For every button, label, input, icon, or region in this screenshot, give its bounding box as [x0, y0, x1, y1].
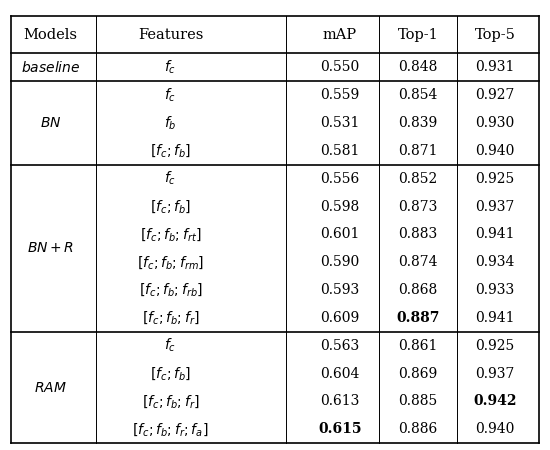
Text: Models: Models [24, 27, 78, 41]
Text: $f_c$: $f_c$ [164, 58, 177, 76]
Text: 0.925: 0.925 [475, 339, 515, 353]
Text: 0.941: 0.941 [475, 227, 515, 241]
Text: 0.852: 0.852 [398, 171, 438, 186]
Text: $[f_c; f_b; f_{rm}]$: $[f_c; f_b; f_{rm}]$ [137, 254, 204, 270]
Text: 0.531: 0.531 [320, 116, 360, 130]
Text: Top-1: Top-1 [398, 27, 438, 41]
Text: $\mathit{BN+R}$: $\mathit{BN+R}$ [27, 241, 74, 255]
Text: $[f_c; f_b; f_r]$: $[f_c; f_b; f_r]$ [141, 393, 200, 410]
Text: mAP: mAP [323, 27, 357, 41]
Text: 0.886: 0.886 [398, 422, 438, 436]
Text: 0.593: 0.593 [320, 283, 360, 297]
Text: 0.942: 0.942 [473, 395, 517, 409]
Text: 0.933: 0.933 [475, 283, 515, 297]
Text: 0.937: 0.937 [475, 367, 515, 381]
Text: 0.927: 0.927 [475, 88, 515, 102]
Text: $[f_c; f_b]$: $[f_c; f_b]$ [150, 142, 191, 159]
Text: 0.869: 0.869 [398, 367, 438, 381]
Text: 0.861: 0.861 [398, 339, 438, 353]
Text: $f_c$: $f_c$ [164, 337, 177, 355]
Text: $[f_c; f_b]$: $[f_c; f_b]$ [150, 365, 191, 382]
Text: 0.563: 0.563 [320, 339, 360, 353]
Text: 0.934: 0.934 [475, 255, 515, 269]
Text: 0.839: 0.839 [398, 116, 438, 130]
Text: 0.868: 0.868 [398, 283, 438, 297]
Text: Top-5: Top-5 [475, 27, 515, 41]
Text: $[f_c; f_b; f_{rb}]$: $[f_c; f_b; f_{rb}]$ [139, 282, 202, 298]
Text: 0.848: 0.848 [398, 60, 438, 74]
Text: $\mathit{RAM}$: $\mathit{RAM}$ [34, 381, 67, 395]
Text: $f_c$: $f_c$ [164, 86, 177, 104]
Text: 0.940: 0.940 [475, 144, 515, 158]
Text: 0.615: 0.615 [318, 422, 362, 436]
Text: 0.854: 0.854 [398, 88, 438, 102]
Text: 0.874: 0.874 [398, 255, 438, 269]
Text: 0.598: 0.598 [320, 199, 360, 213]
Text: $\mathit{baseline}$: $\mathit{baseline}$ [21, 60, 80, 75]
Text: 0.590: 0.590 [320, 255, 360, 269]
Text: 0.601: 0.601 [320, 227, 360, 241]
Text: 0.885: 0.885 [398, 395, 438, 409]
Text: $\mathit{BN}$: $\mathit{BN}$ [40, 116, 62, 130]
Text: 0.581: 0.581 [320, 144, 360, 158]
Text: 0.925: 0.925 [475, 171, 515, 186]
Text: 0.556: 0.556 [320, 171, 360, 186]
Text: 0.550: 0.550 [320, 60, 360, 74]
Text: 0.883: 0.883 [398, 227, 438, 241]
Text: $[f_c; f_b; f_r]$: $[f_c; f_b; f_r]$ [141, 310, 200, 326]
Text: 0.559: 0.559 [320, 88, 360, 102]
Text: $f_b$: $f_b$ [164, 114, 177, 132]
Text: 0.873: 0.873 [398, 199, 438, 213]
Text: 0.940: 0.940 [475, 422, 515, 436]
Text: 0.931: 0.931 [475, 60, 515, 74]
Text: $f_c$: $f_c$ [164, 170, 177, 187]
Text: 0.613: 0.613 [320, 395, 360, 409]
Text: 0.887: 0.887 [397, 311, 439, 325]
Text: $[f_c; f_b]$: $[f_c; f_b]$ [150, 198, 191, 215]
Text: $[f_c; f_b; f_r; f_a]$: $[f_c; f_b; f_r; f_a]$ [133, 421, 208, 438]
Text: 0.930: 0.930 [475, 116, 515, 130]
Text: $[f_c; f_b; f_{rt}]$: $[f_c; f_b; f_{rt}]$ [140, 226, 201, 243]
Text: 0.604: 0.604 [320, 367, 360, 381]
Text: 0.937: 0.937 [475, 199, 515, 213]
Text: 0.941: 0.941 [475, 311, 515, 325]
Text: Features: Features [138, 27, 203, 41]
Text: 0.609: 0.609 [320, 311, 360, 325]
Text: 0.871: 0.871 [398, 144, 438, 158]
